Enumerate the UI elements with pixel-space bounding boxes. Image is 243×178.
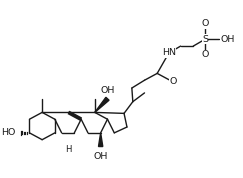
Text: HN: HN (162, 48, 176, 57)
Text: OH: OH (94, 152, 108, 161)
Text: OH: OH (221, 35, 235, 44)
Polygon shape (95, 97, 109, 112)
Text: S: S (202, 35, 208, 44)
Polygon shape (98, 133, 103, 146)
Text: OH: OH (100, 87, 115, 95)
Text: O: O (201, 19, 209, 28)
Text: H: H (65, 145, 72, 154)
Text: HO: HO (1, 128, 16, 137)
Text: O: O (170, 77, 177, 86)
Text: O: O (201, 50, 209, 59)
